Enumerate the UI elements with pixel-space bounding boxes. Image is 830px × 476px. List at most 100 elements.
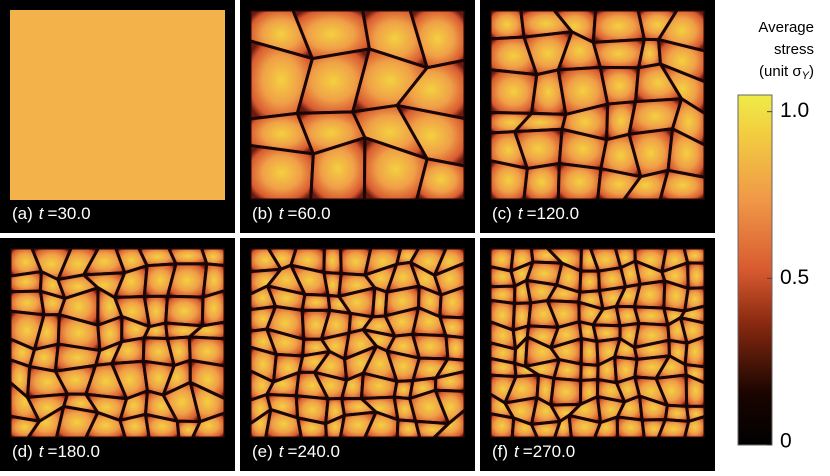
cell [679,316,705,345]
cell [84,411,127,438]
colorbar-tick-label: 1.0 [780,99,809,122]
cell [300,292,332,312]
cell [250,143,315,200]
panel-var: t [518,204,524,223]
panel-label: (d) t =180.0 [12,442,100,461]
cell [144,412,181,438]
simulation-image [490,10,705,200]
simulation-image [10,10,225,200]
colorbar-title-close: ) [809,63,814,80]
cell [510,416,539,438]
cell [188,380,225,424]
panel-label: (a) t =30.0 [12,204,91,223]
cell [395,418,422,438]
panel-time: =180.0 [48,442,100,461]
panel-var: t [514,442,520,461]
cell [408,10,465,70]
cell [438,315,465,340]
cell [395,103,465,168]
cell [264,408,303,438]
cell [683,335,705,369]
panel-var: t [279,204,285,223]
cell [622,168,670,200]
cell [118,412,151,438]
colorbar [737,94,773,446]
cell [200,248,225,268]
panel-label: (c) t =120.0 [492,204,579,223]
cell [434,357,465,380]
colorbar-title: stress [774,41,814,58]
cell [54,404,100,438]
cell [432,408,465,438]
panel: (e) t =240.0 [240,238,475,471]
cell [201,262,225,299]
cell [522,162,561,200]
panel: (c) t =120.0 [480,0,715,233]
cell [567,413,603,438]
cell [656,418,691,438]
panel-time: =30.0 [48,204,91,223]
colorbar-tick-label: 0.5 [780,266,809,289]
colorbar-tick-label: 0 [780,430,792,453]
cell [683,363,705,385]
cell [490,10,526,41]
cell [596,167,643,200]
cell [175,419,202,438]
panel: (b) t =60.0 [240,0,475,233]
panel: (d) t =180.0 [0,238,235,471]
panel-letter: (f) [492,442,508,461]
panel-time: =240.0 [288,442,340,461]
cell [591,10,646,44]
cell [530,419,562,438]
cell [438,285,465,320]
panel-label: (e) t =240.0 [252,442,340,461]
simulation-image [250,10,465,200]
cell [414,419,451,438]
cell [683,414,705,438]
cell [549,376,583,407]
cell [490,68,539,115]
cell [433,261,465,297]
panel-time: =60.0 [288,204,331,223]
cell [395,58,465,121]
cell [684,373,705,408]
cell [658,62,705,116]
cell [591,37,646,70]
cell [10,414,41,438]
uniform-field [10,10,225,200]
cell [187,320,225,341]
cell [683,286,705,313]
simulation-image [10,248,225,438]
cell [362,136,429,200]
cell [415,157,465,200]
cell [188,358,225,401]
cell [322,248,343,276]
panel-letter: (d) [12,442,33,461]
cell [615,415,646,438]
cell [592,415,619,438]
cell [190,411,225,438]
colorbar-title: (unit σY) [759,63,814,82]
colorbar-title-sub: Y [802,70,810,82]
panel-var: t [39,442,45,461]
cell [632,279,667,310]
panel-var: t [39,204,45,223]
simulation-image [250,248,465,438]
cell [682,248,705,265]
colorbar-title: Average [758,19,814,36]
cell [666,127,705,179]
simulation-image [490,248,705,438]
cell [658,168,705,200]
cell [598,65,641,106]
cell [433,369,465,393]
cell [490,412,516,438]
panel: (a) t =30.0 [0,0,235,233]
panel-label: (f) t =270.0 [492,442,575,461]
cell [556,162,603,200]
panel-time: =270.0 [523,442,575,461]
panel-letter: (c) [492,204,512,223]
cell [578,269,601,294]
panel-letter: (e) [252,442,273,461]
cell [324,413,346,438]
